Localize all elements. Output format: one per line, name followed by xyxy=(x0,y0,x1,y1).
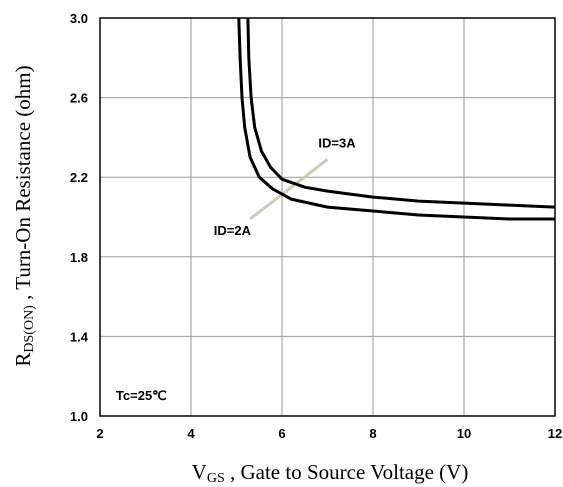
y-axis-title: RDS(ON) , Turn-On Resistance (ohm) xyxy=(11,65,37,366)
y-tick-label: 3.0 xyxy=(70,11,88,26)
x-tick-label: 10 xyxy=(457,426,471,441)
series-lines xyxy=(237,17,556,221)
series-line-id-2a xyxy=(237,17,555,221)
x-tick-label: 8 xyxy=(369,426,376,441)
y-tick-label: 2.6 xyxy=(70,91,88,106)
y-tick-label: 1.0 xyxy=(70,409,88,424)
x-tick-label: 6 xyxy=(278,426,285,441)
y-tick-label: 1.8 xyxy=(70,250,88,265)
x-tick-label: 4 xyxy=(187,426,195,441)
x-tick-label: 2 xyxy=(96,426,103,441)
y-tick-label: 1.4 xyxy=(70,329,89,344)
annotation-leaders xyxy=(249,158,329,221)
series-line-id-3a xyxy=(246,17,556,209)
annotation-leader-line xyxy=(249,158,329,221)
annotation-label: ID=2A xyxy=(214,223,252,238)
annotations: ID=3A ID=2A Tc=25℃ xyxy=(116,135,356,403)
y-tick-labels: 1.0 1.4 1.8 2.2 2.6 3.0 xyxy=(70,11,89,424)
x-tick-labels: 2 4 6 8 10 12 xyxy=(96,426,562,441)
y-tick-label: 2.2 xyxy=(70,170,88,185)
annotation-label: Tc=25℃ xyxy=(116,388,167,403)
plot-frame xyxy=(99,17,556,417)
grid xyxy=(100,18,555,416)
x-axis-title: VGS , Gate to Source Voltage (V) xyxy=(192,460,469,486)
x-tick-label: 12 xyxy=(548,426,562,441)
annotation-label: ID=3A xyxy=(318,135,356,150)
